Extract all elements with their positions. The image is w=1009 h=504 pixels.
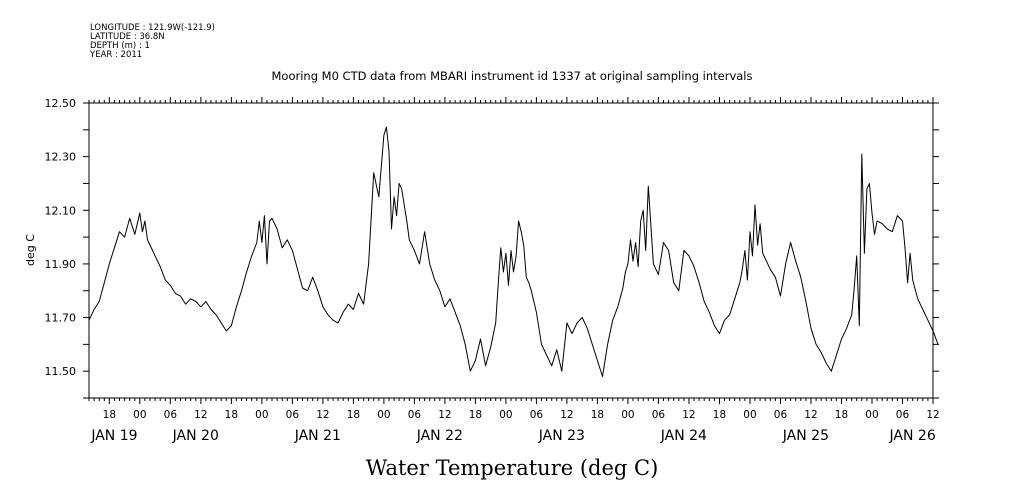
x-hour-label: 06: [530, 409, 544, 421]
x-hour-label: 00: [499, 409, 512, 421]
x-axis-label: Water Temperature (deg C): [366, 456, 659, 480]
y-tick-label: 11.70: [45, 312, 77, 325]
x-hour-label: 00: [865, 409, 878, 421]
x-hour-label: 00: [255, 409, 268, 421]
x-date-label: JAN 24: [660, 428, 707, 444]
x-hour-label: 12: [804, 409, 817, 421]
x-date-label: JAN 26: [889, 428, 936, 444]
x-date-label: JAN 25: [782, 428, 829, 444]
x-hour-label: 12: [926, 409, 939, 421]
x-hour-label: 06: [286, 409, 300, 421]
x-date-label: JAN 21: [294, 428, 341, 444]
x-hour-label: 18: [225, 409, 238, 421]
y-axis: 11.50 11.70 11.90 12.10 12.30 12.50: [45, 97, 939, 399]
y-tick-label: 12.50: [45, 97, 77, 110]
metadata-header: LONGITUDE : 121.9W(-121.9) LATITUDE : 36…: [89, 23, 215, 60]
x-hour-label: 06: [164, 409, 178, 421]
hour-tick-marks: [88, 97, 934, 404]
longitude-label: LONGITUDE : 121.9W(-121.9): [90, 23, 215, 33]
x-date-label: JAN 20: [172, 428, 219, 444]
x-hour-label: 12: [682, 409, 695, 421]
x-hour-label: 06: [774, 409, 788, 421]
chart-title: Mooring M0 CTD data from MBARI instrumen…: [272, 69, 753, 83]
x-hour-label: 12: [316, 409, 329, 421]
x-hour-label: 06: [408, 409, 422, 421]
x-hour-label: 18: [591, 409, 604, 421]
x-hour-label: 00: [743, 409, 756, 421]
x-hour-label: 18: [103, 409, 116, 421]
y-tick-label: 11.50: [45, 365, 77, 378]
x-hour-label: 18: [469, 409, 482, 421]
x-hour-label: 00: [621, 409, 634, 421]
latitude-label: LATITUDE : 36.8N: [90, 32, 165, 42]
year-label: YEAR : 2011: [89, 50, 142, 60]
minor-ticks: [88, 97, 934, 404]
x-hour-label: 00: [133, 409, 146, 421]
series-layer: [88, 126, 939, 377]
x-hour-label: 06: [652, 409, 666, 421]
x-hour-label: 18: [713, 409, 726, 421]
y-axis-label: deg C: [24, 234, 37, 266]
x-hour-label: 12: [438, 409, 451, 421]
temperature-series-line: [88, 126, 939, 377]
x-hour-label: 06: [896, 409, 910, 421]
x-hour-label: 12: [194, 409, 207, 421]
x-hour-label: 18: [835, 409, 848, 421]
x-date-label: JAN 19: [90, 428, 137, 444]
x-date-label: JAN 23: [538, 428, 585, 444]
x-date-label: JAN 22: [416, 428, 463, 444]
y-tick-label: 12.30: [45, 151, 77, 164]
x-axis: 18 00 06 12 18 00 06 12 18 00 06 12 18 00 06 12 18 00 06 12…: [90, 409, 939, 444]
x-hour-label: 12: [560, 409, 573, 421]
y-tick-label: 12.10: [45, 204, 77, 217]
x-hour-label: 00: [377, 409, 390, 421]
x-hour-label: 18: [347, 409, 360, 421]
y-tick-label: 11.90: [45, 258, 77, 271]
depth-label: DEPTH (m) : 1: [90, 41, 150, 51]
